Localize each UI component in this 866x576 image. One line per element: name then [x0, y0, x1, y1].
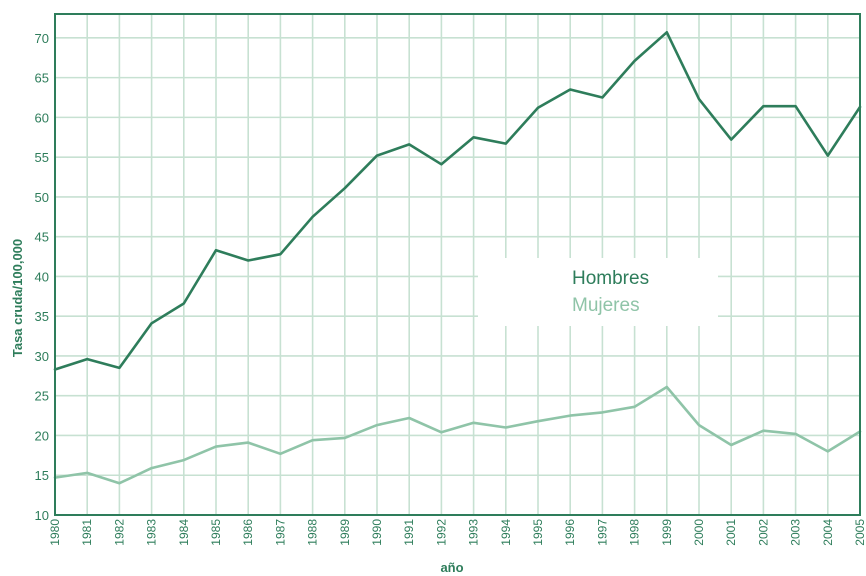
x-tick-label: 1984	[177, 519, 191, 546]
x-tick-label: 1988	[306, 519, 320, 546]
y-tick-label: 45	[35, 230, 49, 245]
x-tick-label: 2003	[789, 519, 803, 546]
x-tick-label: 2000	[692, 519, 706, 546]
y-tick-label: 10	[35, 508, 49, 523]
x-tick-label: 1992	[434, 519, 448, 546]
legend-background	[478, 258, 718, 326]
x-tick-label: 1987	[273, 519, 287, 546]
y-tick-label: 40	[35, 269, 49, 284]
x-tick-label: 1983	[145, 519, 159, 546]
y-tick-label: 35	[35, 309, 49, 324]
grid-lines	[54, 14, 861, 516]
x-tick-label: 1982	[112, 519, 126, 546]
x-tick-label: 1995	[531, 519, 545, 546]
y-axis-ticks: 10 15 20 25 30 35 40 45 50 55 60 65 70	[35, 31, 49, 523]
x-tick-label: 1985	[209, 519, 223, 546]
x-tick-label: 1993	[467, 519, 481, 546]
series-line-hombres	[53, 30, 862, 371]
x-tick-label: 2002	[756, 519, 770, 546]
x-tick-label: 1990	[370, 519, 384, 546]
x-tick-label: 1981	[80, 519, 94, 546]
y-tick-label: 15	[35, 468, 49, 483]
x-tick-label: 1989	[338, 519, 352, 546]
y-axis-title: Tasa cruda/100,000	[10, 239, 25, 357]
x-tick-label: 1991	[402, 519, 416, 546]
legend-label-mujeres: Mujeres	[572, 295, 640, 316]
x-tick-label: 1998	[628, 519, 642, 546]
x-tick-label: 1999	[660, 519, 674, 546]
y-tick-label: 55	[35, 150, 49, 165]
x-tick-label: 1986	[241, 519, 255, 546]
x-tick-label: 2001	[724, 519, 738, 546]
y-tick-label: 20	[35, 428, 49, 443]
x-axis-title: año	[440, 560, 463, 575]
series-line-mujeres	[53, 385, 862, 485]
legend-label-hombres: Hombres	[572, 268, 649, 289]
y-tick-label: 65	[35, 71, 49, 86]
x-tick-label: 1994	[499, 519, 513, 546]
x-tick-label: 1996	[563, 519, 577, 546]
y-tick-label: 60	[35, 110, 49, 125]
y-tick-label: 30	[35, 349, 49, 364]
plot-frame	[54, 13, 861, 516]
y-tick-label: 50	[35, 190, 49, 205]
series-lines	[53, 30, 862, 485]
x-tick-label: 1997	[595, 519, 609, 546]
y-tick-label: 25	[35, 389, 49, 404]
x-tick-label: 2005	[853, 519, 866, 546]
y-tick-label: 70	[35, 31, 49, 46]
x-tick-label: 1980	[48, 519, 62, 546]
x-tick-label: 2004	[821, 519, 835, 546]
legend: Hombres Mujeres	[478, 258, 718, 326]
x-axis-ticks: 1980 1981 1982 1983 1984 1985 1986 1987 1988 1989…	[48, 519, 866, 546]
